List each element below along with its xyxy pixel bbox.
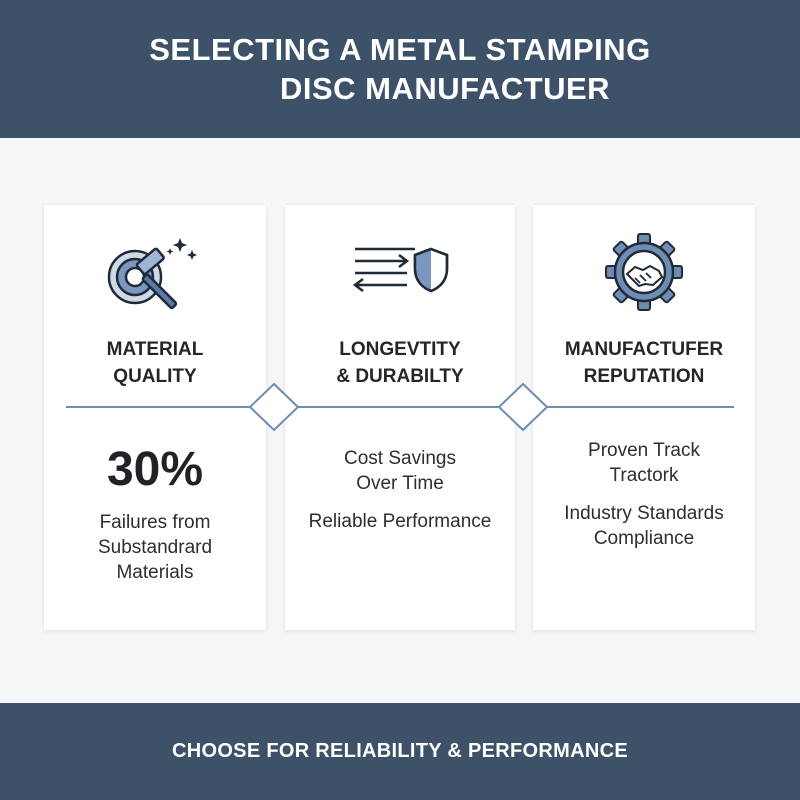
gear-handshake-icon <box>605 233 683 311</box>
manufacturer-reputation-card: MANUFACTUFER REPUTATION Proven Track Tra… <box>533 205 755 630</box>
card-body-group-1: Proven Track Tractork <box>533 438 755 488</box>
body-line-4: Compliance <box>593 528 695 549</box>
body-line-3: Materials <box>116 562 194 583</box>
page-footer: CHOOSE FOR RELIABILITY & PERFORMANCE <box>0 703 800 800</box>
page-title-line-2: DISC MANUFACTUER <box>279 71 611 106</box>
card-body-group-2: Industry Standards Compliance <box>533 501 755 551</box>
footer-text: CHOOSE FOR RELIABILITY & PERFORMANCE <box>171 740 628 762</box>
card-body-group-2: Reliable Performance <box>285 509 515 534</box>
body-line-2: Tractork <box>609 465 679 486</box>
card-heading: MANUFACTUFER REPUTATION <box>533 336 755 390</box>
body-line-1: Cost Savings <box>344 448 456 469</box>
body-line-3: Industry Standards <box>564 503 724 524</box>
longevity-durability-card: LONGEVTITY & DURABILTY Cost Savings Over… <box>285 205 515 630</box>
body-line-1: Proven Track <box>588 440 700 461</box>
card-body: Failures from Substandrard Materials <box>44 510 266 585</box>
heading-line-2: QUALITY <box>113 366 197 387</box>
body-line-3: Reliable Performance <box>308 511 492 532</box>
page-title-line-1: SELECTING A METAL STAMPING <box>149 32 651 67</box>
page-header: SELECTING A METAL STAMPING DISC MANUFACT… <box>0 0 800 138</box>
card-heading: LONGEVTITY & DURABILTY <box>285 336 515 390</box>
material-quality-card: MATERIAL QUALITY 30% Failures from Subst… <box>44 205 266 630</box>
heading-line-2: REPUTATION <box>583 366 705 387</box>
card-heading: MATERIAL QUALITY <box>44 336 266 390</box>
disc-hammer-icon <box>107 238 197 310</box>
heading-line-2: & DURABILTY <box>336 366 464 387</box>
stat-value: 30% <box>106 443 204 496</box>
heading-line-1: MATERIAL <box>106 339 204 360</box>
heading-line-1: MANUFACTUFER <box>564 339 724 360</box>
arrows-shield-icon <box>352 247 449 293</box>
body-line-2: Over Time <box>356 473 444 494</box>
body-line-1: Failures from <box>99 512 211 533</box>
body-line-2: Substandrard <box>97 537 213 558</box>
card-body-group-1: Cost Savings Over Time <box>285 446 515 496</box>
heading-line-1: LONGEVTITY <box>339 339 461 360</box>
